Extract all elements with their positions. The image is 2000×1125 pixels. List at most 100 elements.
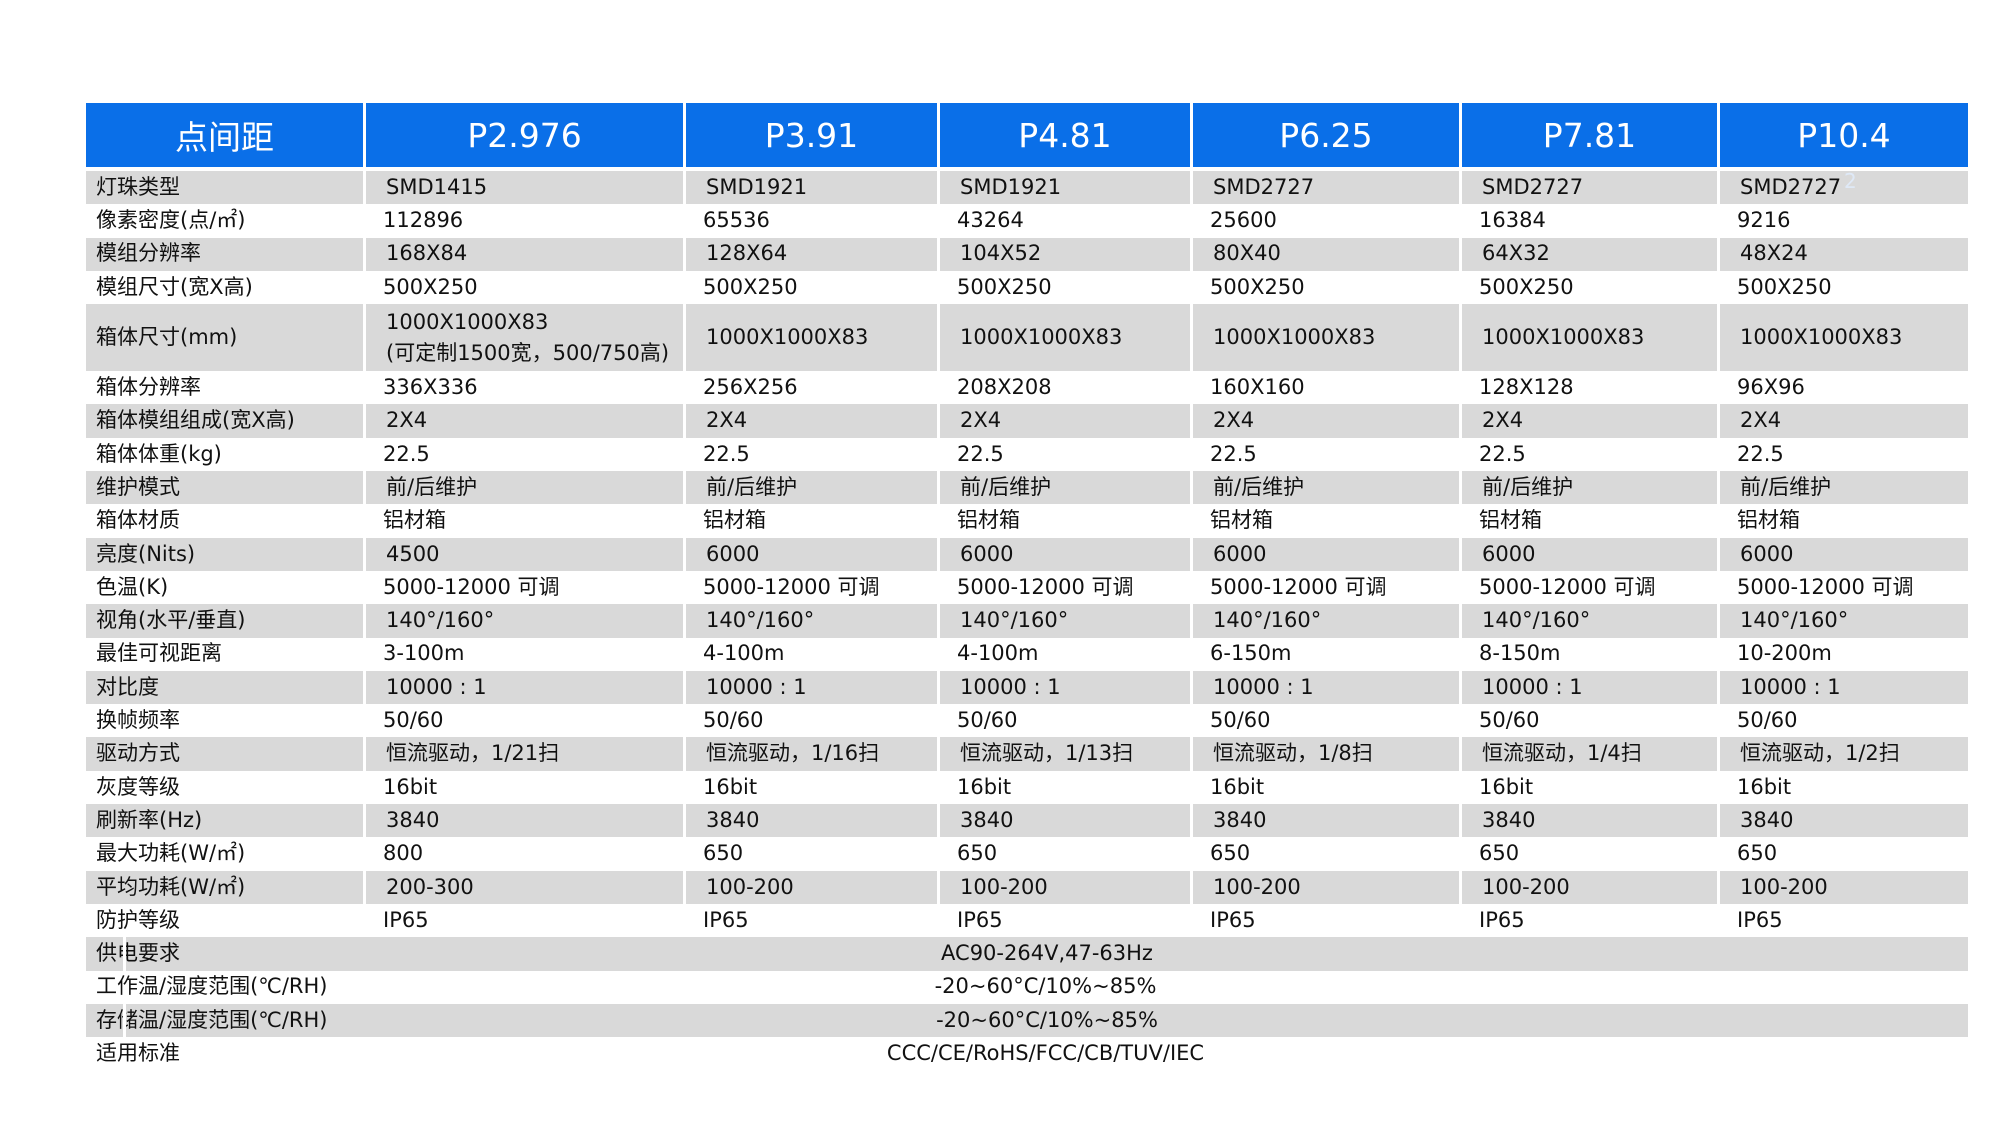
table-cell: 140°/160° <box>937 604 1190 638</box>
merged-cell: -20~60°C/10%~85% <box>123 1003 1968 1038</box>
table-cell: IP65 <box>383 907 429 932</box>
table-cell: 50/60 <box>1479 708 1540 733</box>
table-cell: 50/60 <box>383 708 444 733</box>
table-cell: 500X250 <box>703 274 798 299</box>
table-cell: 650 <box>1737 841 1778 866</box>
table-cell: 铝材箱 <box>1210 508 1273 533</box>
table-cell: 500X250 <box>383 274 478 299</box>
table-cell: 140°/160° <box>1459 604 1717 638</box>
table-cell: 500X250 <box>957 274 1052 299</box>
row-label: 防护等级 <box>96 907 180 932</box>
table-cell: 160X160 <box>1210 375 1305 400</box>
table-cell: 112896 <box>383 208 464 233</box>
table-cell: IP65 <box>957 907 1003 932</box>
table-cell: 铝材箱 <box>383 508 446 533</box>
row-label: 视角(水平/垂直) <box>96 608 246 633</box>
table-cell: SMD1921 <box>683 171 937 205</box>
row-label: 驱动方式 <box>96 741 180 766</box>
stray-mark: 2 <box>1844 169 1857 193</box>
table-row: 适用标准 CCC/CE/RoHS/FCC/CB/TUV/IEC <box>86 1037 1968 1070</box>
table-cell: 2X4 <box>1459 404 1717 438</box>
header-col-p391: P3.91 <box>683 103 937 167</box>
table-cell: 1000X1000X83 <box>937 304 1190 372</box>
table-cell: 5000-12000 可调 <box>1210 574 1387 599</box>
table-cell: IP65 <box>1479 907 1525 932</box>
header-col-p781: P7.81 <box>1459 103 1717 167</box>
table-cell: 80X40 <box>1190 237 1459 271</box>
table-row: 箱体尺寸(mm) 1000X1000X83 (可定制1500宽，500/750高) 1… <box>86 304 1968 372</box>
table-cell: SMD2727 <box>1717 171 1968 205</box>
table-row: 视角(水平/垂直) 140°/160° 140°/160° 140°/160° 140°… <box>86 604 1968 638</box>
table-row: 箱体分辨率 336X336 256X256 208X208 160X160 128X128… <box>86 371 1968 404</box>
header-col-p481: P4.81 <box>937 103 1190 167</box>
table-cell: 3840 <box>937 804 1190 838</box>
table-cell: 3840 <box>1717 804 1968 838</box>
header-col-p104-label: P10.4 <box>1797 115 1891 155</box>
table-cell: 恒流驱动，1/8扫 <box>1190 737 1459 771</box>
table-cell: 4500 <box>363 537 683 571</box>
table-row: 箱体体重(kg) 22.5 22.5 22.5 22.5 22.5 22.5 <box>86 438 1968 471</box>
table-cell: 65536 <box>703 208 770 233</box>
table-cell: 10000 : 1 <box>1459 670 1717 705</box>
row-label: 对比度 <box>96 674 159 699</box>
merged-cell: -20~60°C/10%~85% <box>934 974 1157 999</box>
table-row: 防护等级 IP65 IP65 IP65 IP65 IP65 IP65 <box>86 904 1968 937</box>
table-header: 点间距 P2.976 P3.91 P4.81 P6.25 P7.81 P10.4… <box>86 103 1968 193</box>
table-cell: IP65 <box>703 907 749 932</box>
table-cell: 9216 <box>1737 208 1791 233</box>
table-cell: 1000X1000X83 <box>1717 304 1968 372</box>
table-cell: 2X4 <box>937 404 1190 438</box>
table-row: 灰度等级 16bit 16bit 16bit 16bit 16bit 16bit <box>86 771 1968 804</box>
table-cell: 64X32 <box>1459 237 1717 271</box>
table-cell: 前/后维护 <box>1717 471 1968 505</box>
table-cell: 16bit <box>957 774 1012 799</box>
header-col-p625: P6.25 <box>1190 103 1459 167</box>
table-cell: 4-100m <box>957 641 1039 666</box>
table-cell: 100-200 <box>1459 870 1717 904</box>
table-cell: 4-100m <box>703 641 785 666</box>
table-row: 工作温/湿度范围(℃/RH) -20~60°C/10%~85% <box>86 971 1968 1004</box>
table-cell: 100-200 <box>1190 870 1459 904</box>
table-cell: 前/后维护 <box>937 471 1190 505</box>
table-row: 模组尺寸(宽X高) 500X250 500X250 500X250 500X250 500… <box>86 271 1968 304</box>
table-cell: 1000X1000X83 (可定制1500宽，500/750高) <box>363 304 683 372</box>
table-cell: 140°/160° <box>1717 604 1968 638</box>
row-label: 色温(K) <box>96 574 169 599</box>
table-cell: SMD2727 <box>1190 171 1459 205</box>
table-cell: 恒流驱动，1/2扫 <box>1717 737 1968 771</box>
table-cell: 6-150m <box>1210 641 1292 666</box>
table-cell: 22.5 <box>1737 441 1784 466</box>
table-cell: 500X250 <box>1210 274 1305 299</box>
table-body: 灯珠类型 SMD1415 SMD1921 SMD1921 SMD2727 SMD2727 S… <box>86 171 1968 1070</box>
row-label: 像素密度(点/㎡) <box>96 208 246 233</box>
table-cell: 5000-12000 可调 <box>1479 574 1656 599</box>
table-cell: 48X24 <box>1717 237 1968 271</box>
row-label: 灰度等级 <box>96 774 180 799</box>
table-cell: 恒流驱动，1/21扫 <box>363 737 683 771</box>
table-cell: 25600 <box>1210 208 1277 233</box>
cell-value: 1000X1000X83 <box>386 310 549 335</box>
table-row: 供电要求 AC90-264V,47-63Hz <box>86 937 1968 971</box>
table-cell: 5000-12000 可调 <box>957 574 1134 599</box>
table-cell: 500X250 <box>1737 274 1832 299</box>
table-cell: 100-200 <box>937 870 1190 904</box>
table-row: 刷新率(Hz) 3840 3840 3840 3840 3840 3840 <box>86 804 1968 838</box>
table-cell: IP65 <box>1737 907 1783 932</box>
table-cell: 2X4 <box>363 404 683 438</box>
table-row: 驱动方式 恒流驱动，1/21扫 恒流驱动，1/16扫 恒流驱动，1/13扫 恒流驱动，1… <box>86 737 1968 771</box>
row-label: 适用标准 <box>96 1041 180 1066</box>
table-cell: 50/60 <box>703 708 764 733</box>
table-row: 维护模式 前/后维护 前/后维护 前/后维护 前/后维护 前/后维护 前/后维护 <box>86 471 1968 505</box>
table-cell: 336X336 <box>383 375 478 400</box>
table-cell: 2X4 <box>1717 404 1968 438</box>
table-cell: 800 <box>383 841 424 866</box>
table-cell: 16bit <box>383 774 438 799</box>
cell-note: (可定制1500宽，500/750高) <box>386 340 670 365</box>
table-row: 模组分辨率 168X84 128X64 104X52 80X40 64X32 48X24 <box>86 237 1968 271</box>
table-row: 箱体材质 铝材箱 铝材箱 铝材箱 铝材箱 铝材箱 铝材箱 <box>86 504 1968 537</box>
row-label: 模组尺寸(宽X高) <box>96 274 253 299</box>
table-cell: IP65 <box>1210 907 1256 932</box>
table-cell: 16bit <box>1210 774 1265 799</box>
row-label: 供电要求 <box>96 941 180 966</box>
spec-table: 点间距 P2.976 P3.91 P4.81 P6.25 P7.81 P10.4… <box>86 103 1968 1070</box>
